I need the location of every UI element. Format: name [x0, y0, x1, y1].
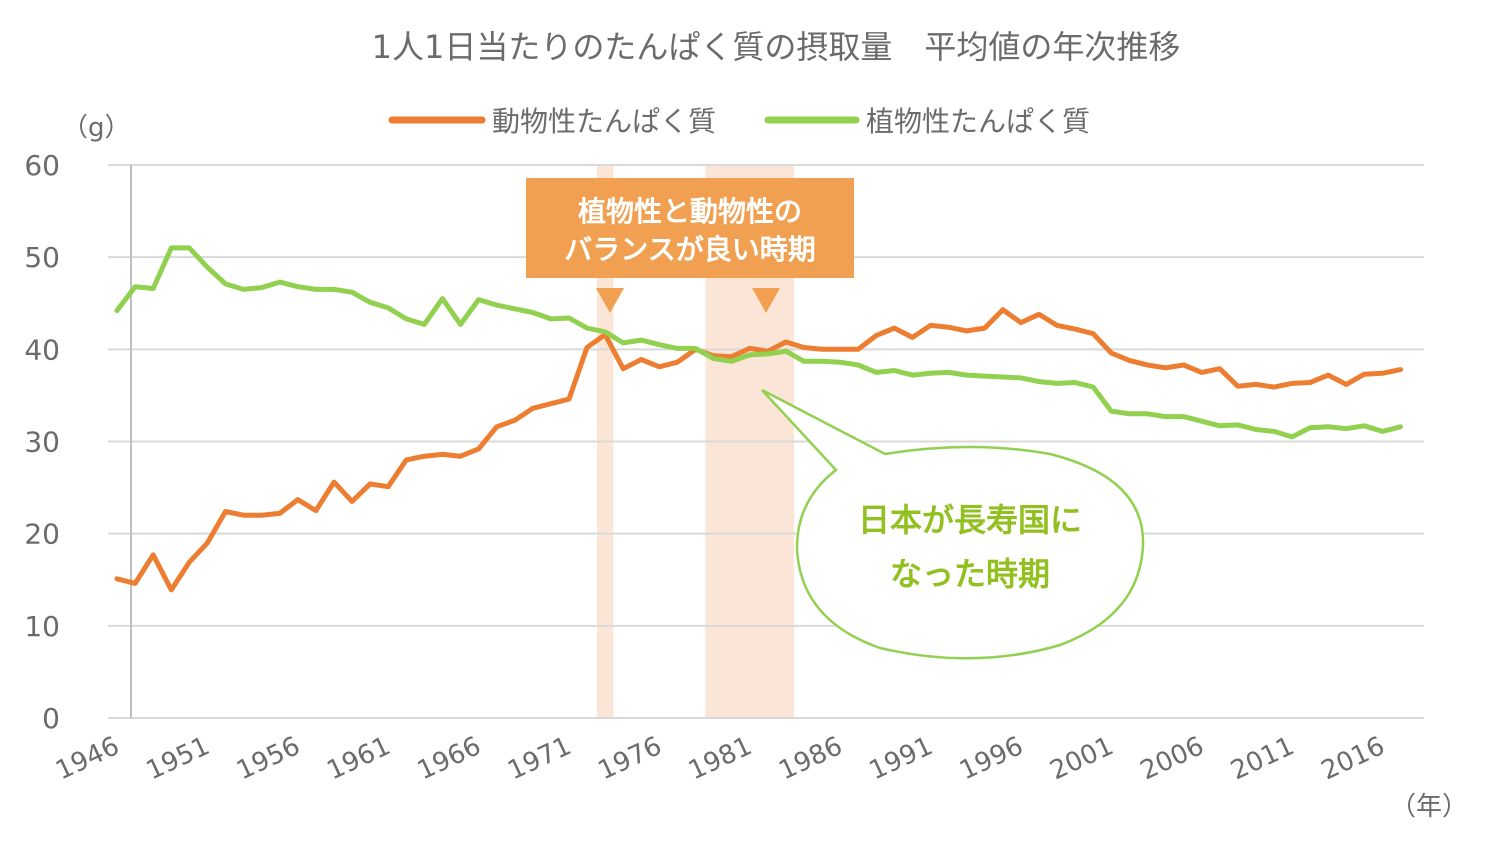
y-tick-label: 30 [24, 426, 60, 459]
y-unit-label: （g） [62, 113, 131, 143]
legend-label-animal: 動物性たんぱく質 [492, 105, 716, 138]
x-tick-label: 1991 [865, 731, 938, 786]
callout-text-line1: 植物性と動物性の [578, 195, 802, 228]
y-tick-label: 10 [24, 610, 60, 643]
x-tick-label: 1956 [232, 731, 305, 786]
speech-bubble-shape [761, 388, 1145, 660]
x-tick-label: 1951 [142, 731, 215, 786]
x-tick-label: 1966 [413, 731, 486, 786]
callout-box [526, 178, 854, 278]
plant-protein-line [114, 245, 1403, 440]
x-tick-label: 1981 [684, 731, 757, 786]
x-tick-label: 1996 [955, 731, 1028, 786]
x-tick-label: 1986 [774, 731, 847, 786]
callout-text-line2: バランスが良い時期 [564, 233, 815, 266]
legend-label-plant: 植物性たんぱく質 [866, 105, 1090, 138]
y-axis-ticks: 0 10 20 30 40 50 60 [24, 149, 60, 735]
x-unit-label: （年） [1390, 792, 1468, 822]
callout-pointer-right [752, 288, 780, 313]
chart-title: 1人1日当たりのたんぱく質の摂取量 平均値の年次推移 [372, 28, 1181, 66]
y-tick-label: 40 [24, 333, 60, 366]
bubble-text-line1: 日本が長寿国に [858, 501, 1082, 539]
balance-callout: 植物性と動物性の バランスが良い時期 [526, 178, 854, 313]
x-tick-label: 2016 [1317, 731, 1390, 786]
animal-protein-line [114, 307, 1403, 593]
x-tick-label: 1976 [594, 731, 667, 786]
series-lines [114, 245, 1403, 593]
x-tick-label: 2006 [1136, 731, 1209, 786]
x-tick-label: 2001 [1046, 731, 1119, 786]
x-tick-label: 1946 [51, 731, 124, 786]
x-tick-label: 1961 [323, 731, 396, 786]
callout-pointer-left [596, 288, 624, 313]
x-tick-label: 1971 [503, 731, 576, 786]
x-tick-label: 2011 [1226, 731, 1299, 786]
bubble-text-line2: なった時期 [890, 555, 1050, 593]
y-tick-label: 50 [24, 241, 60, 274]
y-tick-label: 20 [24, 518, 60, 551]
x-axis-ticks: 1946 1951 1956 1961 1966 1971 1976 1981 1986 1991… [51, 731, 1389, 786]
y-tick-label: 60 [24, 149, 60, 182]
y-tick-label: 0 [42, 702, 60, 735]
longevity-speech-bubble: 日本が長寿国に なった時期 [761, 388, 1145, 660]
legend: 動物性たんぱく質 植物性たんぱく質 [388, 105, 1090, 138]
